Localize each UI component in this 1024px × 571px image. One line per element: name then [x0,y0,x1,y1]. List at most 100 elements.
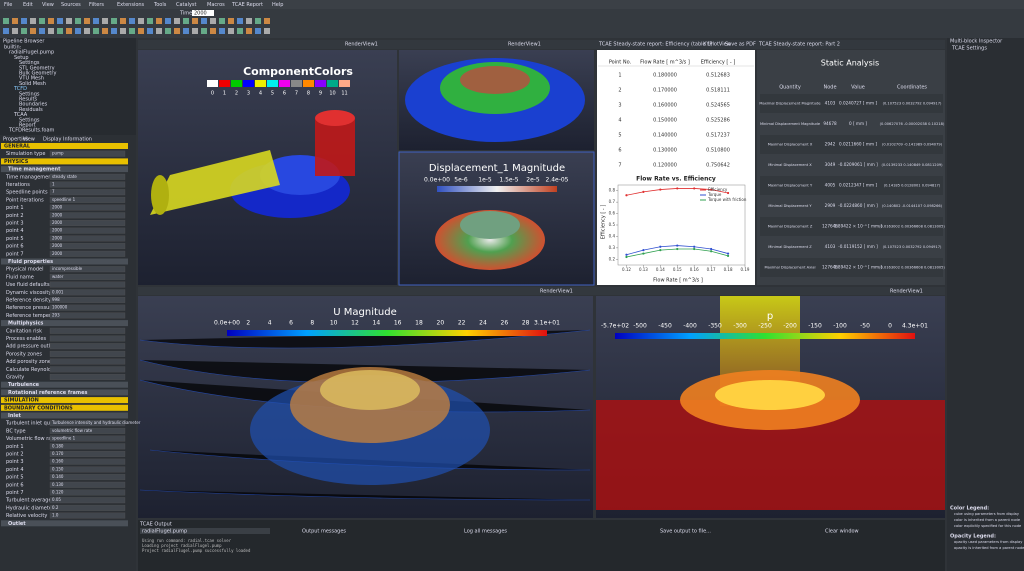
right-tab[interactable]: TCAE Settings [951,46,987,52]
pipeline-item[interactable]: Boundaries [19,102,48,108]
pipeline-item[interactable]: STL Geometry [19,65,55,71]
panel-tab[interactable]: Properties [3,137,29,143]
tool-icon[interactable] [183,18,189,24]
pipeline-item[interactable]: Results [19,97,37,103]
panel-tab[interactable]: Display [43,137,61,143]
menu-item[interactable]: View [42,2,54,8]
menu-item[interactable]: Extensions [117,2,145,8]
field-input[interactable] [49,512,126,519]
tool-icon[interactable] [192,18,198,24]
field-input[interactable] [49,451,126,457]
tool-icon[interactable] [156,18,162,24]
field-input[interactable] [49,196,126,203]
panel-tab[interactable]: Information [63,137,92,143]
tool-icon[interactable] [156,28,162,34]
tool-icon[interactable] [30,18,36,24]
menu-item[interactable]: TCAE Report [231,2,263,8]
tool-icon[interactable] [165,28,171,34]
tool-icon[interactable] [21,28,27,34]
pipeline-item[interactable]: Settings [19,60,40,66]
menu-item[interactable]: Sources [61,2,81,8]
field-input[interactable] [49,427,126,434]
menu-item[interactable]: Tools [153,2,167,8]
tool-icon[interactable] [237,18,243,24]
tool-icon[interactable] [129,28,135,34]
pipeline-item[interactable]: VTU Mesh [19,76,44,82]
tool-icon[interactable] [192,28,198,34]
field-input[interactable] [49,366,126,373]
tool-icon[interactable] [174,18,180,24]
field-input[interactable] [49,458,126,465]
tool-icon[interactable] [102,28,108,34]
menu-item[interactable]: File [4,2,12,8]
tool-icon[interactable] [84,18,90,24]
field-input[interactable] [49,150,126,157]
field-input[interactable] [49,350,126,357]
panel-tab[interactable]: View [23,137,35,143]
field-input[interactable] [49,497,126,504]
tool-icon[interactable] [48,28,54,34]
time-field[interactable] [192,10,214,16]
field-input[interactable] [49,297,126,303]
tool-icon[interactable] [147,28,153,34]
tool-icon[interactable] [183,28,189,34]
field-input[interactable] [49,304,126,311]
field-input[interactable] [49,420,126,427]
field-input[interactable] [49,289,126,296]
tool-icon[interactable] [66,28,72,34]
menu-item[interactable]: Catalyst [176,2,197,8]
tool-icon[interactable] [3,18,9,24]
tool-icon[interactable] [111,28,117,34]
field-input[interactable] [49,243,126,250]
save-pdf[interactable]: Save as PDF [725,42,756,48]
tool-icon[interactable] [39,28,45,34]
pipeline-item[interactable]: radialFlugel.pump [9,50,54,56]
field-input[interactable] [49,235,126,242]
field-input[interactable] [49,266,126,273]
field-input[interactable] [49,181,126,188]
tool-icon[interactable] [201,28,207,34]
pipeline-item[interactable]: Settings [19,117,40,123]
pipeline-item[interactable]: TCFDResults.foam [8,128,55,134]
tool-icon[interactable] [255,28,261,34]
tool-icon[interactable] [111,18,117,24]
tool-icon[interactable] [39,18,45,24]
tool-icon[interactable] [3,28,9,34]
tool-icon[interactable] [138,28,144,34]
pipeline-item[interactable]: Setup [14,55,29,61]
pipeline-item[interactable]: TCAA [13,112,28,118]
tool-icon[interactable] [228,28,234,34]
tool-icon[interactable] [57,18,63,24]
tool-icon[interactable] [21,18,27,24]
field-input[interactable] [49,281,126,288]
tool-icon[interactable] [138,18,144,24]
tool-icon[interactable] [201,18,207,24]
tool-icon[interactable] [57,28,63,34]
field-input[interactable] [49,343,126,350]
field-input[interactable] [49,435,126,442]
tool-icon[interactable] [129,18,135,24]
tool-icon[interactable] [48,18,54,24]
field-input[interactable] [49,327,126,334]
filter[interactable]: Output messages [302,529,346,535]
field-input[interactable] [49,212,126,219]
pipeline-item[interactable]: Report [19,123,36,129]
tool-icon[interactable] [246,28,252,34]
tool-icon[interactable] [12,18,18,24]
field-input[interactable] [49,374,126,380]
pipeline-item[interactable]: Bulk Geometry [19,71,56,77]
menu-item[interactable]: Help [272,2,283,8]
menu-item[interactable]: Filters [89,2,104,8]
field-input[interactable] [49,204,126,211]
clear-window[interactable]: Clear window [825,529,859,535]
tool-icon[interactable] [120,18,126,24]
tool-icon[interactable] [174,28,180,34]
field-input[interactable] [49,481,126,488]
tool-icon[interactable] [84,28,90,34]
tool-icon[interactable] [219,28,225,34]
save-output[interactable]: Save output to file... [660,529,711,535]
tool-icon[interactable] [93,28,99,34]
tool-icon[interactable] [210,28,216,34]
menu-item[interactable]: Macros [207,2,225,8]
case-select[interactable] [140,528,270,534]
